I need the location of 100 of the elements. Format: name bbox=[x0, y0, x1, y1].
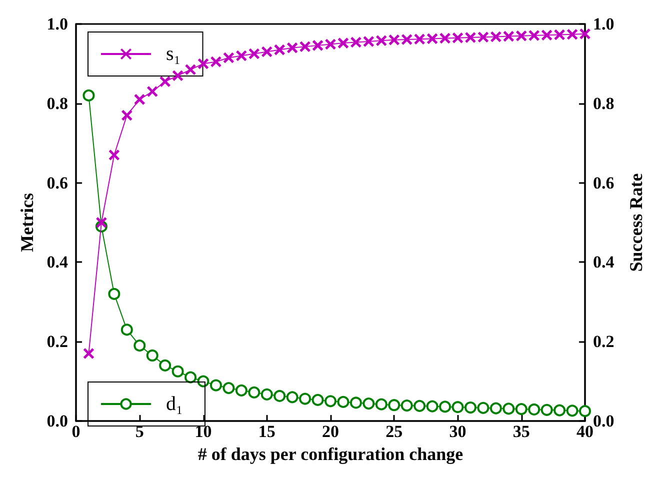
point bbox=[236, 50, 248, 62]
point bbox=[274, 44, 286, 56]
point bbox=[528, 403, 540, 416]
point bbox=[426, 400, 438, 412]
y-tick-label: 0.8 bbox=[46, 94, 68, 113]
point bbox=[261, 46, 273, 58]
point bbox=[350, 36, 362, 48]
y2-tick-label: 0.4 bbox=[593, 252, 615, 272]
y2-tick-label: 0.0 bbox=[593, 412, 614, 430]
point bbox=[439, 32, 451, 44]
point bbox=[388, 399, 400, 412]
point bbox=[248, 48, 260, 60]
point bbox=[337, 396, 350, 408]
point bbox=[222, 382, 235, 394]
y-tick-label: 0.6 bbox=[46, 173, 68, 192]
y-tick-label: 1.0 bbox=[46, 14, 68, 34]
point bbox=[134, 340, 146, 352]
point bbox=[198, 58, 209, 70]
point bbox=[260, 388, 273, 400]
point bbox=[375, 398, 388, 410]
point bbox=[286, 391, 298, 404]
point bbox=[172, 365, 184, 378]
y2-tick-label: 1.0 bbox=[593, 14, 614, 34]
point bbox=[515, 403, 528, 416]
point bbox=[146, 349, 158, 362]
x-tick-label: 35 bbox=[512, 422, 530, 441]
point bbox=[235, 384, 248, 396]
point bbox=[121, 110, 133, 122]
point bbox=[439, 400, 452, 413]
point bbox=[516, 30, 528, 42]
x-tick-label: 15 bbox=[258, 422, 276, 441]
point bbox=[350, 396, 362, 409]
y-tick-label: 0.2 bbox=[46, 332, 68, 352]
point bbox=[502, 402, 515, 415]
y2-axis-title: Success Rate bbox=[626, 173, 646, 272]
y2-tick-label: 0.6 bbox=[593, 173, 614, 192]
point bbox=[146, 86, 158, 98]
point bbox=[490, 402, 502, 414]
point bbox=[554, 28, 566, 40]
x-axis-title: # of days per configuration change bbox=[198, 444, 464, 464]
point bbox=[108, 288, 120, 300]
point bbox=[566, 28, 578, 40]
y-tick-label: 0.4 bbox=[46, 252, 68, 272]
point bbox=[159, 359, 172, 372]
point bbox=[400, 400, 413, 412]
point bbox=[477, 31, 489, 43]
point bbox=[401, 34, 413, 46]
point bbox=[579, 405, 591, 418]
point bbox=[554, 404, 566, 416]
point bbox=[528, 30, 540, 42]
point bbox=[324, 38, 336, 50]
point bbox=[299, 40, 311, 52]
point bbox=[490, 30, 502, 42]
point bbox=[82, 89, 95, 102]
point bbox=[502, 30, 514, 42]
point bbox=[414, 33, 426, 45]
point bbox=[452, 401, 464, 414]
point bbox=[324, 395, 336, 408]
point bbox=[299, 392, 312, 405]
point bbox=[376, 34, 388, 46]
point bbox=[452, 32, 464, 44]
x-tick-label: 40 bbox=[576, 422, 594, 441]
y2-tick-label: 0.8 bbox=[593, 94, 614, 113]
y-tick-label: 0.0 bbox=[46, 412, 68, 430]
point bbox=[337, 37, 349, 49]
point bbox=[222, 52, 234, 64]
point bbox=[566, 404, 578, 417]
x-tick-label: 0 bbox=[72, 422, 80, 441]
point bbox=[464, 402, 476, 414]
point bbox=[274, 390, 286, 402]
point bbox=[541, 29, 553, 41]
x-tick-label: 20 bbox=[322, 422, 339, 441]
point bbox=[172, 70, 184, 82]
point bbox=[312, 40, 324, 52]
point bbox=[477, 402, 490, 414]
x-tick-label: 25 bbox=[386, 422, 403, 441]
point bbox=[184, 64, 196, 76]
point bbox=[210, 56, 222, 68]
point bbox=[464, 32, 476, 44]
point bbox=[159, 76, 171, 88]
point bbox=[362, 36, 374, 48]
y-axis-title: Metrics bbox=[16, 193, 37, 252]
point bbox=[414, 400, 426, 412]
point bbox=[286, 42, 298, 54]
point bbox=[426, 32, 438, 44]
point bbox=[210, 379, 222, 392]
point bbox=[388, 34, 400, 46]
legend-label: d₁ bbox=[166, 393, 183, 415]
point bbox=[108, 149, 120, 161]
point bbox=[312, 394, 324, 406]
y2-tick-label: 0.2 bbox=[593, 332, 614, 352]
point bbox=[134, 94, 146, 106]
point bbox=[120, 324, 133, 336]
point bbox=[362, 398, 375, 410]
x-tick-label: 30 bbox=[449, 422, 466, 441]
x-tick-label: 10 bbox=[194, 422, 212, 441]
legend-label: s₁ bbox=[166, 43, 181, 65]
point bbox=[540, 404, 553, 416]
point bbox=[96, 216, 108, 228]
point bbox=[248, 386, 260, 398]
